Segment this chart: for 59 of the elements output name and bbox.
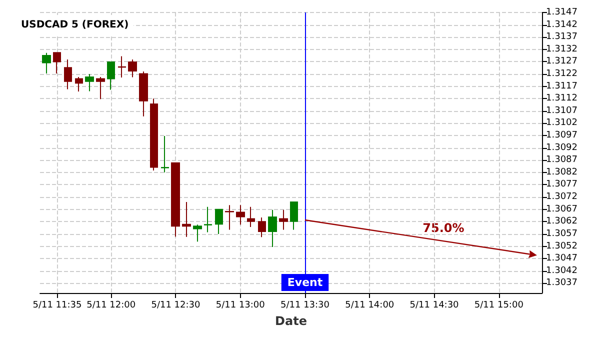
y-tick-label: 1.3122 <box>546 69 578 80</box>
candlestick <box>64 58 72 90</box>
y-tick-label: 1.3082 <box>546 167 578 178</box>
x-tick-label: 5/11 14:30 <box>410 300 460 310</box>
candlestick <box>128 58 137 78</box>
candlestick <box>258 216 266 238</box>
y-tick-label: 1.3142 <box>546 20 578 30</box>
y-tick-label: 1.3127 <box>546 56 578 67</box>
x-axis-title: Date <box>275 314 307 328</box>
ref-line-label: Event <box>287 276 323 289</box>
y-tick-label: 1.3137 <box>546 32 578 42</box>
x-tick-label: 5/11 12:30 <box>151 300 201 310</box>
x-tick-label: 5/11 15:00 <box>474 300 524 310</box>
text: USDCAD 5 (FOREX) <box>21 20 129 30</box>
x-tick-label: 5/11 12:00 <box>86 300 136 310</box>
candlestick <box>75 76 83 92</box>
y-tick-label: 1.3117 <box>546 81 578 92</box>
candlestick <box>96 76 105 100</box>
y-tick-label: 1.3057 <box>546 228 578 239</box>
y-tick-label: 1.3097 <box>546 130 578 141</box>
candlestick <box>85 74 94 92</box>
y-tick-label: 1.3067 <box>546 204 578 214</box>
candlestick <box>42 52 51 74</box>
candlestick <box>53 52 61 74</box>
candlestick <box>225 204 234 230</box>
x-tick-label: 5/11 13:30 <box>280 300 330 310</box>
candlestick <box>107 61 115 90</box>
x-tick-label: 5/11 14:00 <box>345 300 394 310</box>
y-tick-label: 1.3077 <box>546 180 578 190</box>
y-tick-label: 1.3107 <box>546 106 578 116</box>
y-tick-label: 1.3092 <box>546 142 578 153</box>
x-tick-label: 5/11 11:35 <box>32 300 82 310</box>
candlestick <box>182 201 191 238</box>
x-tick-label: 5/11 13:00 <box>216 300 266 310</box>
candlestick <box>236 204 245 226</box>
candlestick <box>290 201 298 230</box>
candlestick <box>171 162 180 238</box>
candlestick <box>247 206 255 228</box>
candlestick <box>268 209 277 248</box>
y-tick-label: 1.3102 <box>546 118 578 128</box>
candlestick <box>193 224 202 242</box>
candlestick <box>279 209 288 230</box>
y-tick-label: 1.3047 <box>546 254 578 264</box>
y-tick-label: 1.3132 <box>546 44 578 54</box>
y-tick-label: 1.3072 <box>546 192 578 202</box>
y-tick-label: 1.3062 <box>546 216 578 227</box>
y-tick-label: 1.3112 <box>546 94 578 104</box>
candlestick <box>215 208 223 234</box>
y-tick-label: 1.3052 <box>546 241 578 252</box>
candlestick <box>150 98 158 171</box>
y-tick-label: 1.3042 <box>546 266 578 276</box>
candlestick <box>204 206 212 233</box>
annotation: 75.0% <box>422 220 464 235</box>
y-tick-label: 1.3037 <box>546 278 578 288</box>
candlestick <box>139 71 148 117</box>
candlestick <box>161 136 169 173</box>
y-tick-label: 1.3147 <box>546 8 578 18</box>
y-tick-label: 1.3087 <box>546 155 578 166</box>
candlestick <box>118 56 126 78</box>
